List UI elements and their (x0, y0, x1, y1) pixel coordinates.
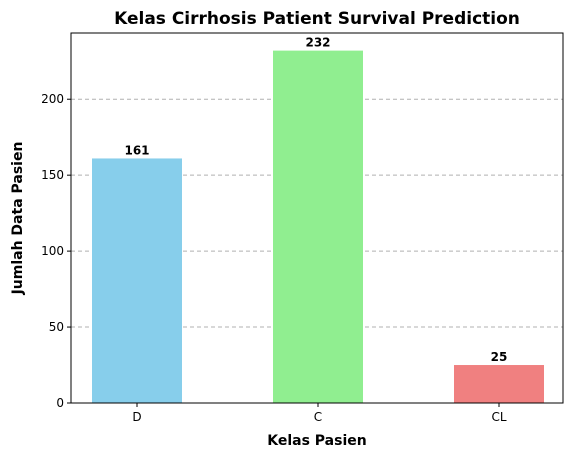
data-labels: 161 232 25 (124, 36, 507, 364)
chart-title: Kelas Cirrhosis Patient Survival Predict… (114, 9, 520, 29)
plot-frame (70, 32, 564, 404)
y-tick-label: 150 (41, 168, 64, 182)
y-axis-ticks: 0 50 100 150 200 (41, 92, 71, 410)
x-tick-label: C (314, 410, 322, 424)
bar-value-label: 161 (124, 143, 149, 157)
bar-c (273, 50, 363, 403)
bar-value-label: 232 (305, 36, 330, 50)
x-tick-label: D (132, 410, 141, 424)
y-tick-label: 0 (56, 396, 64, 410)
bar-d (92, 158, 182, 403)
y-tick-label: 100 (41, 244, 64, 258)
y-tick-label: 50 (49, 320, 64, 334)
bar-cl (454, 365, 544, 403)
bars (92, 50, 544, 403)
y-axis-label: Jumlah Data Pasien (10, 142, 26, 296)
y-tick-label: 200 (41, 92, 64, 106)
bar-value-label: 25 (491, 350, 508, 364)
x-axis-label: Kelas Pasien (267, 433, 366, 449)
x-axis-ticks: D C CL (132, 403, 507, 424)
x-tick-label: CL (491, 410, 506, 424)
